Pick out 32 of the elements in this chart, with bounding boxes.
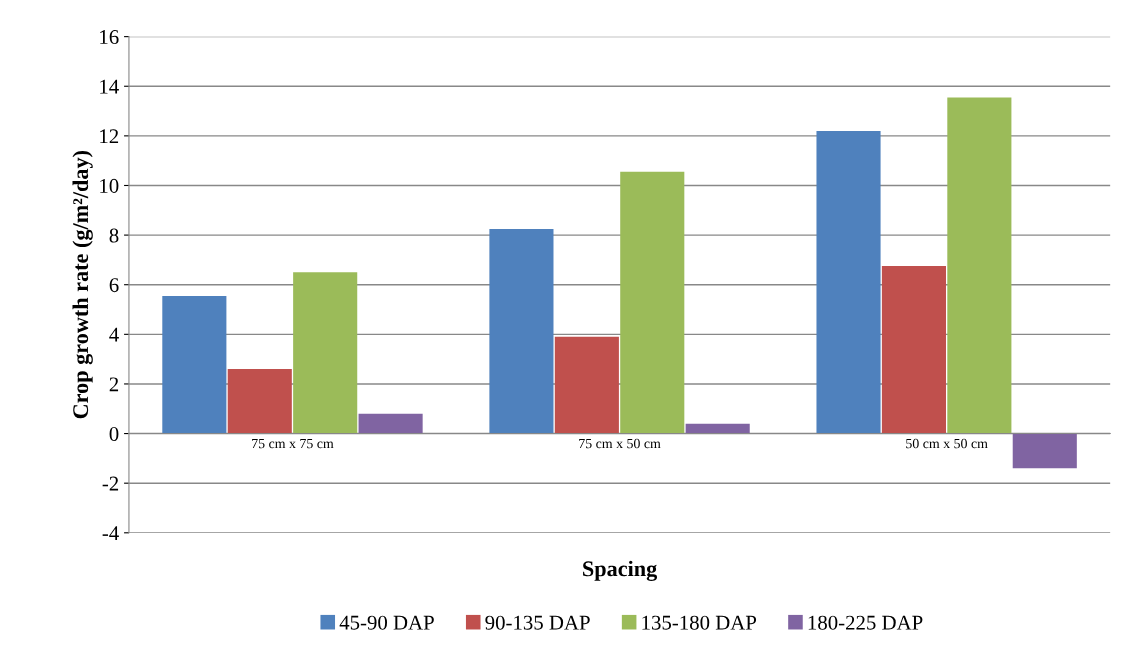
legend-label: 180-225 DAP	[808, 615, 923, 630]
bar	[358, 413, 423, 434]
x-tick-label: 75 cm x 75 cm	[252, 438, 334, 449]
y-tick-label: 10	[100, 178, 119, 193]
y-tick-label: 8	[109, 228, 119, 243]
bar	[685, 423, 750, 434]
x-tick-label: 50 cm x 50 cm	[906, 438, 988, 449]
legend-label: 90-135 DAP	[485, 615, 590, 630]
bar	[1012, 433, 1077, 469]
bar	[162, 295, 227, 434]
y-tick-label: 2	[109, 377, 119, 392]
legend-label: 135-180 DAP	[642, 615, 757, 630]
bar	[489, 228, 554, 434]
bar	[227, 369, 292, 434]
bar	[947, 97, 1012, 434]
bar	[620, 171, 685, 434]
y-tick-label: -2	[102, 476, 119, 491]
y-tick-label: 12	[100, 129, 119, 144]
bar	[293, 272, 358, 434]
y-tick-label: 6	[109, 278, 119, 293]
legend-label: 45-90 DAP	[339, 615, 434, 630]
x-axis-title: Spacing	[583, 560, 658, 581]
y-tick-label: 0	[109, 426, 119, 441]
x-tick-label: 75 cm x 50 cm	[579, 438, 661, 449]
bar	[554, 336, 619, 434]
y-tick-label: 4	[109, 327, 119, 342]
y-tick-label: -4	[102, 526, 119, 541]
y-axis-title: Crop growth rate (g/m²/day)	[72, 150, 93, 419]
bar	[816, 130, 881, 434]
y-tick-label: 16	[100, 30, 119, 45]
bar	[881, 266, 946, 434]
y-tick-label: 14	[100, 79, 119, 94]
